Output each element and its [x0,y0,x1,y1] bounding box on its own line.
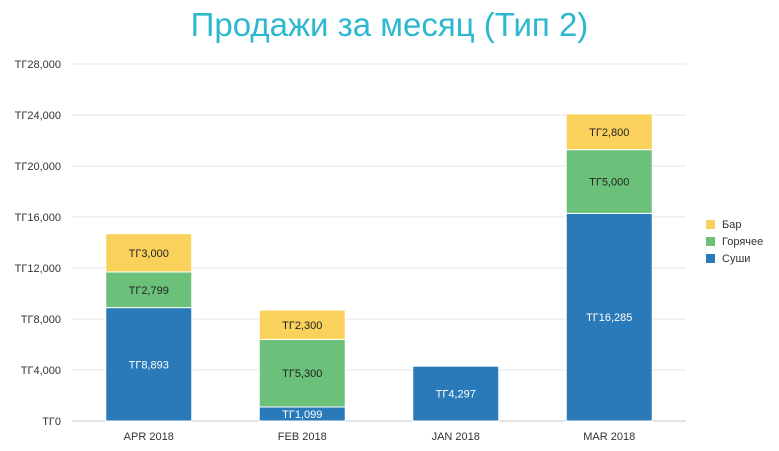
x-axis: APR 2018 FEB 2018 JAN 2018 MAR 2018 [124,431,636,443]
legend-swatch [706,254,715,263]
y-tick-label: ТГ28,000 [15,59,61,71]
bar-segment[interactable] [105,233,193,273]
legend-swatch [706,237,715,246]
bar-segment[interactable] [258,338,346,408]
bar-segment[interactable] [105,307,193,422]
y-tick-label: ТГ0 [42,416,61,428]
bars: ТГ8,893 ТГ2,799 ТГ3,000 ТГ1,099 ТГ5,300 ТГ2,3… [105,113,653,422]
y-tick-label: ТГ4,000 [21,365,61,377]
legend: Бар Горячее Суши [706,216,763,267]
data-label: ТГ3,000 [129,248,169,260]
data-label: ТГ5,000 [589,176,629,188]
legend-item[interactable]: Бар [706,216,763,233]
data-label: ТГ5,300 [282,368,322,380]
y-tick-label: ТГ8,000 [21,314,61,326]
legend-item[interactable]: Суши [706,250,763,267]
y-tick-label: ТГ12,000 [15,263,61,275]
legend-item[interactable]: Горячее [706,233,763,250]
legend-label: Бар [722,218,742,231]
data-label: ТГ16,285 [586,312,632,324]
data-label: ТГ2,799 [129,285,169,297]
chart-title: Продажи за месяц (Тип 2) [190,6,589,43]
bar-segment[interactable] [105,271,193,309]
legend-label: Горячее [722,235,764,248]
bar-segment[interactable] [258,309,346,340]
legend-swatch [706,220,715,229]
y-tick-label: ТГ24,000 [15,110,61,122]
y-axis: ТГ0 ТГ4,000 ТГ8,000 ТГ12,000 ТГ16,000 ТГ20,00… [15,59,61,428]
x-tick-label: JAN 2018 [432,431,480,443]
y-tick-label: ТГ20,000 [15,161,61,173]
bar-segment[interactable] [565,212,653,422]
x-tick-label: FEB 2018 [278,431,327,443]
data-label: ТГ2,800 [589,127,629,139]
bar-segment[interactable] [565,113,653,151]
x-tick-label: MAR 2018 [583,431,635,443]
y-tick-label: ТГ16,000 [15,212,61,224]
legend-label: Суши [722,252,751,265]
data-label: ТГ8,893 [129,359,169,371]
bar-segment[interactable] [565,149,653,214]
data-label: ТГ1,099 [282,409,322,421]
data-label: ТГ4,297 [436,389,476,401]
bar-segment[interactable] [412,365,500,422]
x-tick-label: APR 2018 [124,431,174,443]
data-label: ТГ2,300 [282,320,322,332]
